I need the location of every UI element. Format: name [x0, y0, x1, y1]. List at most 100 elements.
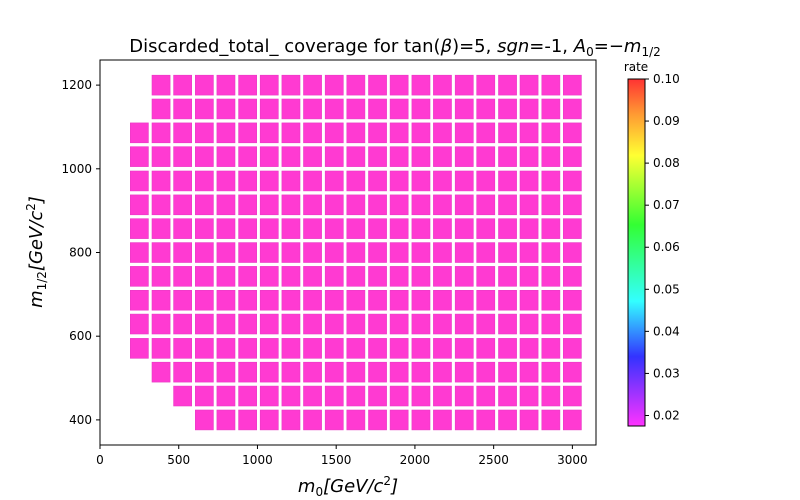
heatmap-cell [411, 313, 431, 335]
heatmap-cell [433, 313, 452, 335]
y-tick-label: 1000 [61, 162, 92, 176]
heatmap-cell [195, 218, 214, 239]
heatmap-cell [324, 385, 344, 407]
heatmap-cell [368, 289, 387, 311]
heatmap-cell [519, 122, 539, 144]
heatmap-cell [454, 242, 474, 263]
heatmap-cell [562, 242, 582, 263]
heatmap-cell [216, 170, 236, 192]
heatmap-cell [259, 194, 279, 216]
heatmap-cell [476, 266, 496, 287]
heatmap-cell [346, 146, 366, 167]
heatmap-cell [259, 338, 279, 359]
x-tick-label: 500 [167, 453, 190, 467]
heatmap-cell [324, 146, 344, 167]
heatmap-cell [541, 266, 561, 287]
heatmap-cell [281, 122, 301, 144]
heatmap-cell [238, 361, 258, 383]
heatmap-cell [562, 146, 582, 167]
y-tick-label: 1200 [61, 78, 92, 92]
heatmap-cell [303, 74, 322, 96]
heatmap-cell [389, 385, 409, 407]
heatmap-cell [324, 289, 344, 311]
heatmap-cell [151, 146, 171, 167]
heatmap-cell [303, 385, 322, 407]
heatmap-cell [281, 289, 301, 311]
heatmap-cell [195, 385, 214, 407]
heatmap-cell [389, 409, 409, 431]
heatmap-cell [173, 218, 193, 239]
heatmap-cell [259, 98, 279, 120]
x-tick-label: 2000 [400, 453, 431, 467]
heatmap-cell [562, 289, 582, 311]
heatmap-cell [303, 313, 322, 335]
heatmap-cell [454, 194, 474, 216]
heatmap-cell [562, 361, 582, 383]
heatmap-cell [281, 146, 301, 167]
heatmap-cell [303, 122, 322, 144]
heatmap-cell [130, 122, 149, 144]
heatmap-cell [281, 266, 301, 287]
heatmap-cell [498, 409, 517, 431]
heatmap-cell [151, 242, 171, 263]
heatmap-cell [303, 146, 322, 167]
heatmap-cell [238, 218, 258, 239]
heatmap-cell [195, 409, 214, 431]
heatmap-cell [259, 122, 279, 144]
colorbar-tick-label: 0.03 [653, 366, 680, 380]
heatmap-cell [173, 242, 193, 263]
heatmap-cell [498, 194, 517, 216]
heatmap-cell [562, 338, 582, 359]
heatmap-cell [541, 242, 561, 263]
colorbar-tick-label: 0.10 [653, 72, 680, 86]
heatmap-cell [498, 338, 517, 359]
heatmap-cell [216, 146, 236, 167]
y-tick-label: 800 [69, 246, 92, 260]
heatmap-cell [562, 122, 582, 144]
heatmap-cell [346, 385, 366, 407]
heatmap-cell [498, 266, 517, 287]
heatmap-cell [519, 361, 539, 383]
colorbar-tick-label: 0.06 [653, 240, 680, 254]
heatmap-cell [281, 361, 301, 383]
heatmap-cell [151, 361, 171, 383]
x-axis-ticks: 0 500 1000 1500 2000 2500 3000 [96, 445, 588, 467]
heatmap-cell [389, 146, 409, 167]
heatmap-cell [476, 146, 496, 167]
heatmap-cell [346, 338, 366, 359]
heatmap-cell [238, 242, 258, 263]
heatmap-cell [411, 122, 431, 144]
heatmap-cell [216, 289, 236, 311]
heatmap-cell [389, 74, 409, 96]
heatmap-cell [368, 409, 387, 431]
heatmap-cell [346, 289, 366, 311]
heatmap-cell [541, 122, 561, 144]
heatmap-cell [130, 146, 149, 167]
y-tick-label: 400 [69, 413, 92, 427]
x-tick-label: 2500 [478, 453, 509, 467]
heatmap-cell [216, 361, 236, 383]
heatmap-cell [303, 194, 322, 216]
heatmap-cell [368, 338, 387, 359]
heatmap-cell [195, 122, 214, 144]
heatmap-cell [562, 170, 582, 192]
heatmap-cell [519, 289, 539, 311]
heatmap-cell [519, 146, 539, 167]
colorbar-tick-label: 0.04 [653, 324, 680, 338]
heatmap-cell [324, 218, 344, 239]
heatmap-cell [303, 361, 322, 383]
heatmap-cell [324, 338, 344, 359]
heatmap-cell [454, 385, 474, 407]
heatmap-cell [238, 289, 258, 311]
heatmap-cell [411, 146, 431, 167]
heatmap-cell [173, 146, 193, 167]
heatmap-cell [433, 385, 452, 407]
heatmap-cell [281, 194, 301, 216]
heatmap-cell [281, 385, 301, 407]
x-tick-label: 3000 [557, 453, 588, 467]
heatmap-cell [541, 98, 561, 120]
heatmap-cell [411, 242, 431, 263]
heatmap-cell [389, 313, 409, 335]
heatmap-cell [216, 98, 236, 120]
